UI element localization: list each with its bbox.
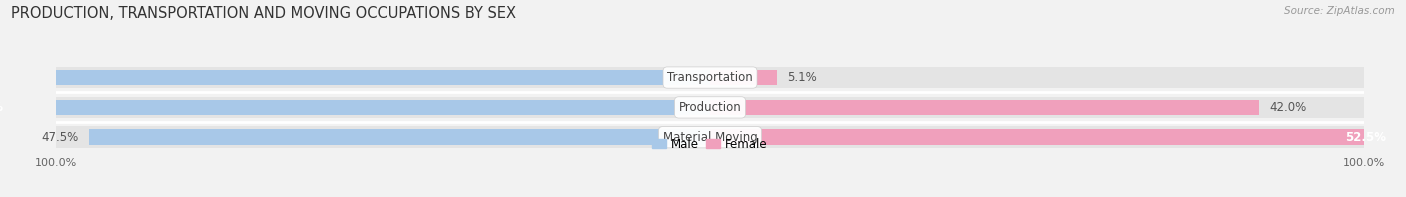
Text: Production: Production [679, 101, 741, 114]
Text: PRODUCTION, TRANSPORTATION AND MOVING OCCUPATIONS BY SEX: PRODUCTION, TRANSPORTATION AND MOVING OC… [11, 6, 516, 21]
Bar [710, 70, 776, 85]
Text: 5.1%: 5.1% [787, 71, 817, 84]
Text: Source: ZipAtlas.com: Source: ZipAtlas.com [1284, 6, 1395, 16]
Bar [56, 97, 1364, 118]
Bar [56, 126, 1364, 148]
Legend: Male, Female: Male, Female [648, 133, 772, 156]
Bar [710, 129, 1396, 145]
Bar [0, 100, 710, 115]
Bar [89, 129, 710, 145]
Bar [0, 70, 710, 85]
Text: 47.5%: 47.5% [41, 131, 79, 144]
Text: 52.5%: 52.5% [1346, 131, 1386, 144]
Bar [710, 100, 1260, 115]
Text: 42.0%: 42.0% [1270, 101, 1308, 114]
Text: Material Moving: Material Moving [662, 131, 758, 144]
Text: Transportation: Transportation [668, 71, 752, 84]
Text: 58.0%: 58.0% [0, 101, 3, 114]
Bar [56, 67, 1364, 88]
